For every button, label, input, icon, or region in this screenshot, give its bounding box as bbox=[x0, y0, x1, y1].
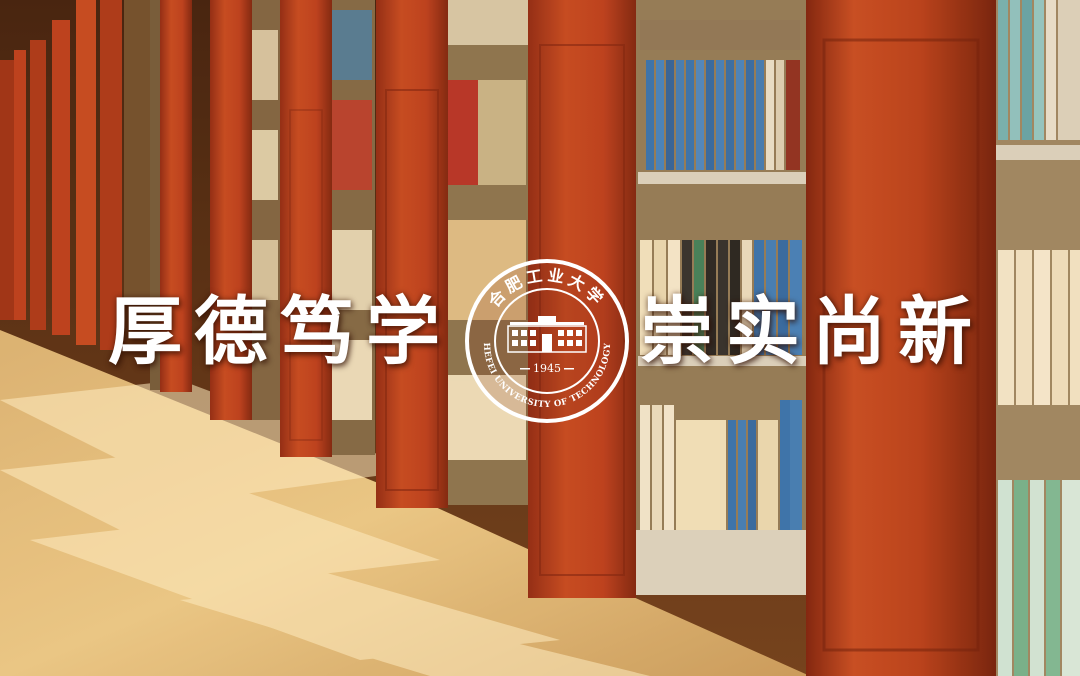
university-seal-logo: 合肥工业大学 HEFEI UNIVERSITY OF TECHNOLOGY 19… bbox=[462, 256, 632, 426]
seal-year: 1945 bbox=[533, 362, 561, 375]
motto-left-text: 厚德笃学 bbox=[108, 282, 452, 382]
motto-right-text: 崇实尚新 bbox=[640, 282, 984, 382]
